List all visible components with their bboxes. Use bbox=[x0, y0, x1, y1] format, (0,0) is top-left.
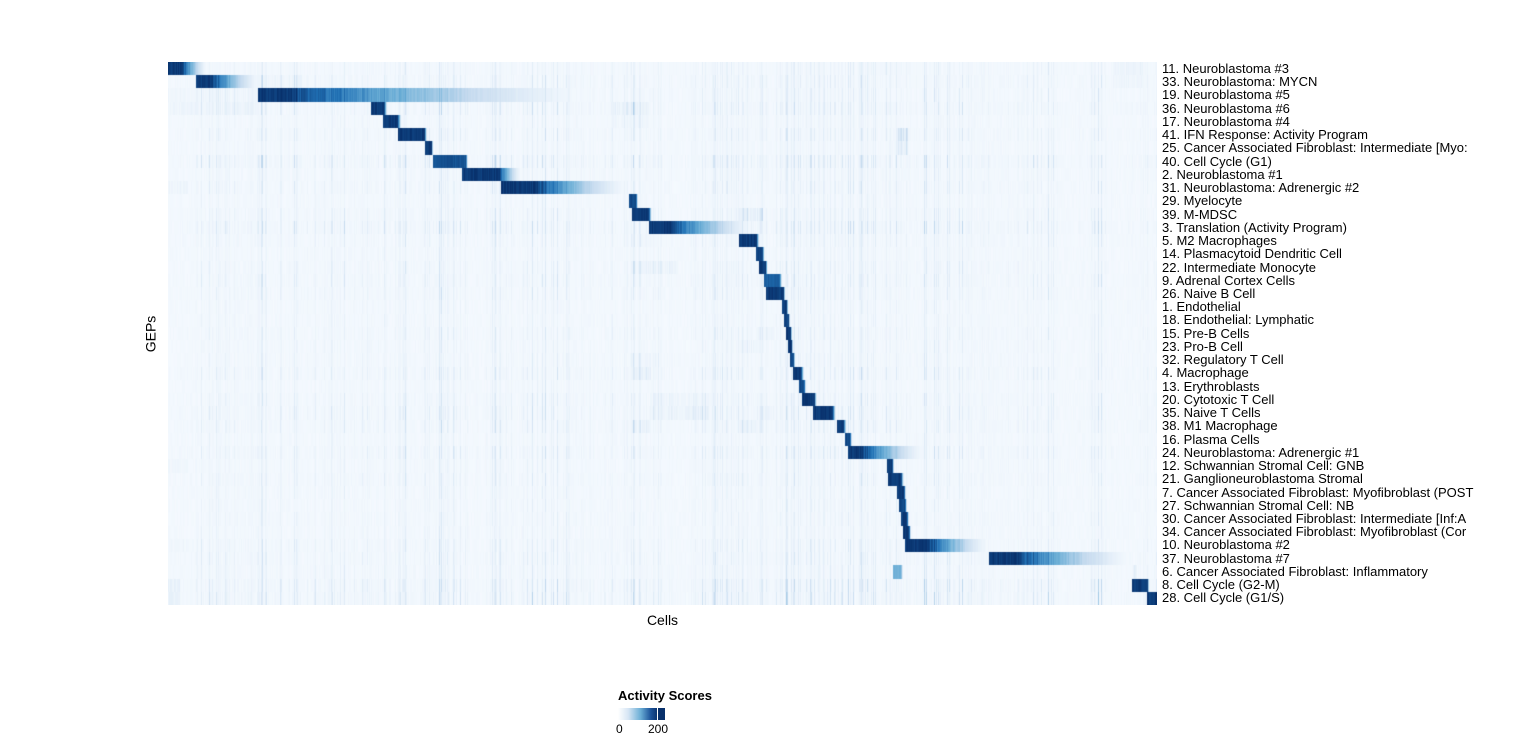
y-axis-label-wrap: GEPs bbox=[139, 62, 161, 605]
gep-row-label: 26. Naive B Cell bbox=[1162, 285, 1256, 301]
colorbar bbox=[618, 708, 665, 720]
gep-row-label: 12. Schwannian Stromal Cell: GNB bbox=[1162, 458, 1365, 474]
gep-row-label: 39. M-MDSC bbox=[1162, 206, 1238, 222]
gep-row-label: 23. Pro-B Cell bbox=[1162, 338, 1243, 354]
gep-row-label: 19. Neuroblastoma #5 bbox=[1162, 87, 1290, 103]
gep-row-label: 40. Cell Cycle (G1) bbox=[1162, 153, 1272, 169]
colorbar-tick-gap bbox=[656, 708, 658, 720]
gep-row-label: 4. Macrophage bbox=[1162, 365, 1249, 381]
colorbar-labels: 0 200 bbox=[616, 722, 669, 736]
colorbar-label-0: 0 bbox=[616, 722, 623, 736]
gep-row-label: 32. Regulatory T Cell bbox=[1162, 352, 1284, 368]
gep-row-label: 30. Cancer Associated Fibroblast: Interm… bbox=[1162, 510, 1467, 526]
gep-row-label: 15. Pre-B Cells bbox=[1162, 325, 1250, 341]
gep-row-label: 1. Endothelial bbox=[1162, 299, 1241, 315]
gep-row-label: 41. IFN Response: Activity Program bbox=[1162, 127, 1368, 143]
legend: Activity Scores 0 200 bbox=[616, 688, 738, 736]
gep-row-label: 29. Myelocyte bbox=[1162, 193, 1243, 209]
y-axis-label: GEPs bbox=[142, 315, 159, 352]
gep-row-label: 13. Erythroblasts bbox=[1162, 378, 1260, 394]
gep-row-label: 36. Neuroblastoma #6 bbox=[1162, 100, 1290, 116]
gep-row-label: 6. Cancer Associated Fibroblast: Inflamm… bbox=[1162, 563, 1428, 579]
gep-row-label: 28. Cell Cycle (G1/S) bbox=[1162, 590, 1285, 605]
heatmap-canvas bbox=[168, 62, 1157, 605]
legend-title: Activity Scores bbox=[618, 688, 712, 703]
gep-row-label: 18. Endothelial: Lymphatic bbox=[1162, 312, 1315, 328]
gep-row-label: 2. Neuroblastoma #1 bbox=[1162, 166, 1283, 182]
x-axis-label: Cells bbox=[646, 612, 679, 628]
gep-row-label: 7. Cancer Associated Fibroblast: Myofibr… bbox=[1162, 484, 1474, 500]
gep-row-label: 8. Cell Cycle (G2-M) bbox=[1162, 577, 1280, 593]
gep-row-label: 20. Cytotoxic T Cell bbox=[1162, 391, 1275, 407]
gep-row-label: 24. Neuroblastoma: Adrenergic #1 bbox=[1162, 444, 1360, 460]
colorbar-tick-mark bbox=[657, 708, 660, 720]
gep-row-label: 35. Naive T Cells bbox=[1162, 405, 1261, 421]
gep-row-label: 37. Neuroblastoma #7 bbox=[1162, 550, 1290, 566]
gep-row-label: 16. Plasma Cells bbox=[1162, 431, 1260, 447]
gep-row-label: 22. Intermediate Monocyte bbox=[1162, 259, 1316, 275]
gep-row-label: 17. Neuroblastoma #4 bbox=[1162, 113, 1290, 129]
gep-row-label: 5. M2 Macrophages bbox=[1162, 233, 1277, 249]
gep-row-label: 3. Translation (Activity Program) bbox=[1162, 219, 1347, 235]
gep-row-label: 14. Plasmacytoid Dendritic Cell bbox=[1162, 246, 1342, 262]
gep-row-label: 25. Cancer Associated Fibroblast: Interm… bbox=[1162, 140, 1468, 156]
gep-row-label: 38. M1 Macrophage bbox=[1162, 418, 1278, 434]
gep-row-label: 11. Neuroblastoma #3 bbox=[1162, 62, 1289, 76]
gep-row-label: 31. Neuroblastoma: Adrenergic #2 bbox=[1162, 180, 1360, 196]
gep-row-label: 33. Neuroblastoma: MYCN bbox=[1162, 74, 1318, 90]
colorbar-label-200: 200 bbox=[647, 722, 669, 736]
gep-row-label: 27. Schwannian Stromal Cell: NB bbox=[1162, 497, 1355, 513]
gep-row-labels: 11. Neuroblastoma #3 33. Neuroblastoma: M… bbox=[1162, 62, 1540, 605]
gep-row-label: 9. Adrenal Cortex Cells bbox=[1162, 272, 1295, 288]
gep-row-label: 10. Neuroblastoma #2 bbox=[1162, 537, 1290, 553]
gep-row-label: 34. Cancer Associated Fibroblast: Myofib… bbox=[1162, 524, 1467, 540]
gep-row-label: 21. Ganglioneuroblastoma Stromal bbox=[1162, 471, 1363, 487]
